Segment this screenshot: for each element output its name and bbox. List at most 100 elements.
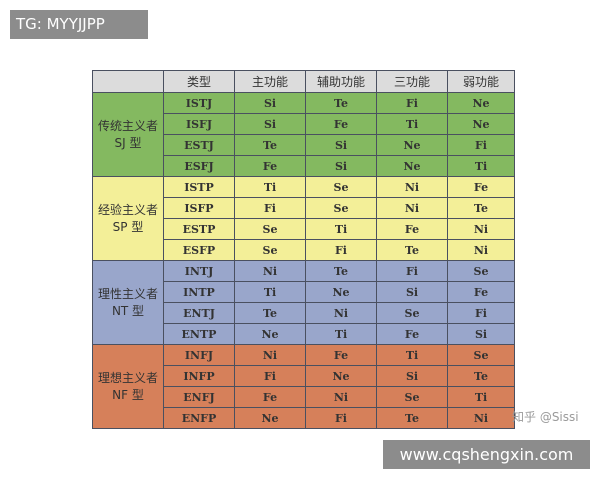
type-cell: ESTJ (163, 134, 235, 156)
function-cell: Ti (376, 113, 448, 135)
type-cell: INTJ (163, 260, 235, 282)
table-row: INFP Fi Ne Si Te (92, 365, 515, 387)
function-cell: Fe (234, 386, 306, 408)
function-cell: Si (234, 92, 306, 114)
table-row: ENTP Ne Ti Fe Si (92, 323, 515, 345)
function-cell: Ti (447, 155, 515, 177)
function-cell: Si (376, 281, 448, 303)
function-cell: Se (305, 197, 377, 219)
type-cell: ENFP (163, 407, 235, 429)
table-row: ENFP Ne Fi Te Ni (92, 407, 515, 429)
function-cell: Se (447, 260, 515, 282)
function-cell: Se (447, 344, 515, 366)
header-row: 类型 主功能 辅助功能 三功能 弱功能 (92, 70, 515, 93)
credit-watermark: 知乎 @Sissi (512, 410, 579, 424)
function-cell: Fe (447, 176, 515, 198)
function-cell: Ne (447, 92, 515, 114)
function-cell: Si (305, 134, 377, 156)
function-cell: Se (234, 218, 306, 240)
table-row: 经验主义者 SP 型 ISTP Ti Se Ni Fe (92, 176, 515, 261)
column-header: 弱功能 (447, 70, 515, 93)
column-header: 辅助功能 (305, 70, 377, 93)
function-cell: Te (305, 92, 377, 114)
group-label: 理性主义者 NT 型 (92, 260, 164, 345)
table-row: ENFJ Fe Ni Se Ti (92, 386, 515, 408)
function-cell: Fe (376, 218, 448, 240)
table-row: 理性主义者 NT 型 INTJ Ni Te Fi Se (92, 260, 515, 345)
type-cell: ESFJ (163, 155, 235, 177)
function-cell: Fi (305, 407, 377, 429)
function-cell: Ti (234, 281, 306, 303)
function-cell: Fe (234, 155, 306, 177)
function-cell: Fi (447, 134, 515, 156)
column-header: 类型 (163, 70, 235, 93)
function-cell: Si (447, 323, 515, 345)
type-cell: ISFJ (163, 113, 235, 135)
type-cell: ESFP (163, 239, 235, 261)
function-cell: Ni (305, 386, 377, 408)
table-row: 传统主义者 SJ 型 ISTJ Si Te Fi Ne (92, 92, 515, 177)
function-cell: Ni (376, 197, 448, 219)
group-type: NT 型 (111, 303, 145, 318)
type-cell: ENFJ (163, 386, 235, 408)
function-cell: Si (234, 113, 306, 135)
function-cell: Si (305, 155, 377, 177)
type-cell: ISTJ (163, 92, 235, 114)
mbti-function-table: 类型 主功能 辅助功能 三功能 弱功能 传统主义者 SJ 型 ISTJ Si Te Fi Ne ISF… (92, 70, 515, 429)
type-cell: INFJ (163, 344, 235, 366)
type-cell: INFP (163, 365, 235, 387)
function-cell: Ni (234, 260, 306, 282)
column-header: 三功能 (376, 70, 448, 93)
function-cell: Ni (447, 407, 515, 429)
function-cell: Ne (376, 155, 448, 177)
function-cell: Fe (305, 113, 377, 135)
function-cell: Te (234, 134, 306, 156)
watermark-bottom: www.cqshengxin.com (383, 440, 590, 469)
function-cell: Fi (376, 260, 448, 282)
table-row: 理想主义者 NF 型 INFJ Ni Fe Ti Se (92, 344, 515, 429)
function-cell: Ti (305, 218, 377, 240)
group-label: 传统主义者 SJ 型 (92, 92, 164, 177)
watermark-top: TG: MYYJJPP (10, 10, 148, 39)
function-cell: Ti (234, 176, 306, 198)
function-cell: Se (376, 302, 448, 324)
function-cell: Ni (376, 176, 448, 198)
group-name: 理想主义者 (97, 370, 158, 385)
table-row: ESTJ Te Si Ne Fi (92, 134, 515, 156)
type-cell: ENTP (163, 323, 235, 345)
function-cell: Te (234, 302, 306, 324)
group-type: NF 型 (112, 387, 144, 402)
function-cell: Fi (305, 239, 377, 261)
function-cell: Ti (376, 344, 448, 366)
type-cell: ENTJ (163, 302, 235, 324)
function-cell: Se (376, 386, 448, 408)
group-label: 理想主义者 NF 型 (92, 344, 164, 429)
type-cell: ISTP (163, 176, 235, 198)
function-cell: Ne (447, 113, 515, 135)
function-cell: Ni (447, 239, 515, 261)
function-cell: Te (447, 365, 515, 387)
function-cell: Ni (234, 344, 306, 366)
type-cell: INTP (163, 281, 235, 303)
function-cell: Ti (305, 323, 377, 345)
function-cell: Te (447, 197, 515, 219)
function-cell: Ti (447, 386, 515, 408)
function-cell: Ne (234, 407, 306, 429)
function-cell: Fe (305, 344, 377, 366)
function-cell: Ni (447, 218, 515, 240)
group-type: SJ 型 (114, 135, 142, 150)
function-cell: Fi (447, 302, 515, 324)
function-cell: Si (376, 365, 448, 387)
function-cell: Se (305, 176, 377, 198)
function-cell: Te (305, 260, 377, 282)
function-cell: Fi (234, 365, 306, 387)
function-cell: Se (234, 239, 306, 261)
group-name: 传统主义者 (97, 118, 158, 133)
function-cell: Fi (376, 92, 448, 114)
table-row: ESFP Se Fi Te Ni (92, 239, 515, 261)
group-name: 经验主义者 (97, 202, 158, 217)
function-cell: Fi (234, 197, 306, 219)
table-row: ESFJ Fe Si Ne Ti (92, 155, 515, 177)
function-cell: Fe (376, 323, 448, 345)
function-cell: Ne (305, 365, 377, 387)
